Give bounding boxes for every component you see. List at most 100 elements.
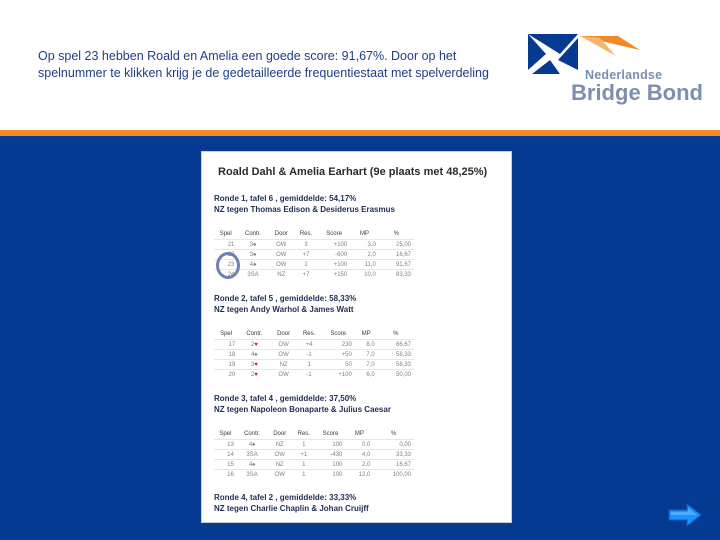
percent-cell: 66,67 [377, 339, 414, 350]
mp-cell: 10,0 [350, 269, 379, 279]
col-header: % [390, 431, 397, 437]
board-number-link[interactable]: 13 [214, 439, 237, 450]
table-header-row: Spel Contr. Door Res. Score MP % [214, 329, 414, 340]
col-header: MP [354, 431, 364, 437]
board-number-link[interactable]: 19 [214, 359, 239, 370]
mp-cell: 2,0 [345, 459, 374, 470]
table-header-row: Spel Contr. Door Res. Score MP % [214, 229, 414, 240]
mp-cell: 12,0 [345, 469, 374, 479]
logo-text-line1: Nederlandse [585, 68, 663, 82]
contract-cell: 3♠ [237, 239, 269, 250]
percent-cell: 16,67 [373, 459, 414, 470]
table-row: 15 4♠ NZ 1 100 2,0 16,67 [214, 459, 414, 470]
col-header: Res. [297, 431, 310, 437]
col-header: Contr. [246, 331, 263, 337]
score-cell: +50 [321, 349, 355, 360]
board-number-link[interactable]: 18 [214, 349, 239, 360]
declarer-cell: OW [268, 259, 294, 270]
col-header: Door [273, 431, 287, 437]
score-cell: -430 [315, 449, 346, 460]
mp-cell: 7,0 [354, 359, 378, 370]
mp-cell: 8,0 [354, 339, 378, 350]
percent-cell: 25,00 [378, 239, 414, 250]
result-cell: -1 [296, 349, 322, 360]
percent-cell: 58,33 [377, 349, 414, 360]
score-cell: 100 [315, 469, 346, 479]
mp-cell: 6,0 [354, 369, 378, 379]
round-subtitle: NZ tegen Napoleon Bonaparte & Julius Cae… [214, 405, 391, 414]
contract-cell: 2♥ [238, 339, 271, 350]
percent-cell: 33,33 [373, 449, 414, 460]
mp-cell: 3,0 [350, 239, 379, 250]
col-header: Door [274, 231, 288, 237]
col-header: Contr. [245, 231, 262, 237]
col-header: Door [277, 331, 291, 337]
board-number-link[interactable]: 14 [214, 449, 237, 460]
table-row: 24 3SA NZ +7 +150 10,0 83,33 [214, 269, 414, 279]
contract-cell: 3SA [237, 269, 269, 279]
score-cell: 230 [321, 339, 355, 350]
round-4: Ronde 4, tafel 2 , gemiddelde: 33,33% NZ… [214, 492, 504, 514]
table-row: 17 2♥ OW +4 230 8,0 66,67 [214, 339, 414, 350]
declarer-cell: OW [267, 469, 293, 479]
contract-cell: 4♠ [236, 439, 268, 450]
declarer-cell: NZ [267, 459, 293, 470]
score-cell: 50 [321, 359, 355, 370]
result-cell: +4 [296, 339, 322, 350]
col-header: % [393, 231, 400, 237]
contract-cell: 3SA [236, 469, 268, 479]
contract-cell: 4♠ [236, 459, 268, 470]
result-cell: +7 [293, 269, 319, 279]
results-panel: Roald Dahl & Amelia Earhart (9e plaats m… [201, 151, 512, 523]
declarer-cell: NZ [267, 439, 293, 450]
heart-suit-icon: ♥ [254, 371, 258, 378]
declarer-cell: OW [270, 339, 297, 350]
table-row: 14 3SA OW +1 -430 4,0 33,33 [214, 449, 414, 460]
round-title: Ronde 1, tafel 6 , gemiddelde: 54,17% [214, 194, 357, 203]
highlight-circle [216, 252, 240, 279]
board-number-link[interactable]: 15 [214, 459, 237, 470]
round-1: Ronde 1, tafel 6 , gemiddelde: 54,17% NZ… [214, 193, 504, 279]
col-header: Res. [299, 231, 313, 237]
next-arrow-icon[interactable] [668, 503, 702, 527]
col-header: Score [322, 431, 339, 437]
col-header: MP [360, 231, 370, 237]
result-cell: +1 [292, 449, 316, 460]
mp-cell: 0,0 [345, 439, 374, 450]
col-header: Res. [302, 331, 316, 337]
mp-cell: 11,0 [350, 259, 379, 270]
declarer-cell: NZ [268, 269, 294, 279]
result-cell: 1 [292, 469, 316, 479]
round-title: Ronde 3, tafel 4 , gemiddelde: 37,50% [214, 394, 357, 403]
col-header: Contr. [244, 431, 261, 437]
percent-cell: 0,00 [373, 439, 414, 450]
result-cell: 1 [296, 359, 322, 370]
board-number-link[interactable]: 16 [214, 469, 237, 479]
result-cell: -1 [296, 369, 322, 379]
heart-suit-icon: ♥ [254, 341, 258, 348]
table-row: 20 2♥ OW -1 +100 6,0 50,00 [214, 369, 414, 379]
col-header: Spel [220, 331, 233, 337]
round-subtitle: NZ tegen Thomas Edison & Desiderus Erasm… [214, 205, 395, 214]
percent-cell: 91,67 [378, 259, 414, 270]
header: Op spel 23 hebben Roald en Amelia een go… [0, 0, 720, 130]
mp-cell: 4,0 [345, 449, 374, 460]
percent-cell: 50,00 [377, 369, 414, 379]
table-row: 16 3SA OW 1 100 12,0 100,00 [214, 469, 414, 479]
result-cell: 1 [292, 439, 316, 450]
result-cell: 1 [293, 259, 319, 270]
result-cell: 3 [293, 239, 319, 250]
board-number-link[interactable]: 17 [214, 339, 239, 350]
board-number-link[interactable]: 20 [214, 369, 239, 379]
mp-cell: 7,0 [354, 349, 378, 360]
score-cell: 100 [315, 459, 346, 470]
col-header: Score [326, 231, 342, 237]
col-header: Spel [219, 231, 232, 237]
board-number-link[interactable]: 21 [214, 239, 238, 250]
score-cell: +150 [318, 269, 351, 279]
round-subtitle: NZ tegen Andy Warhol & James Watt [214, 305, 354, 314]
table-header-row: Spel Contr. Door Res. Score MP % [214, 429, 414, 440]
col-header: MP [361, 331, 371, 337]
table-row: 23 4♠ OW 1 +100 11,0 91,67 [214, 259, 414, 270]
contract-cell: 4♠ [237, 259, 269, 270]
